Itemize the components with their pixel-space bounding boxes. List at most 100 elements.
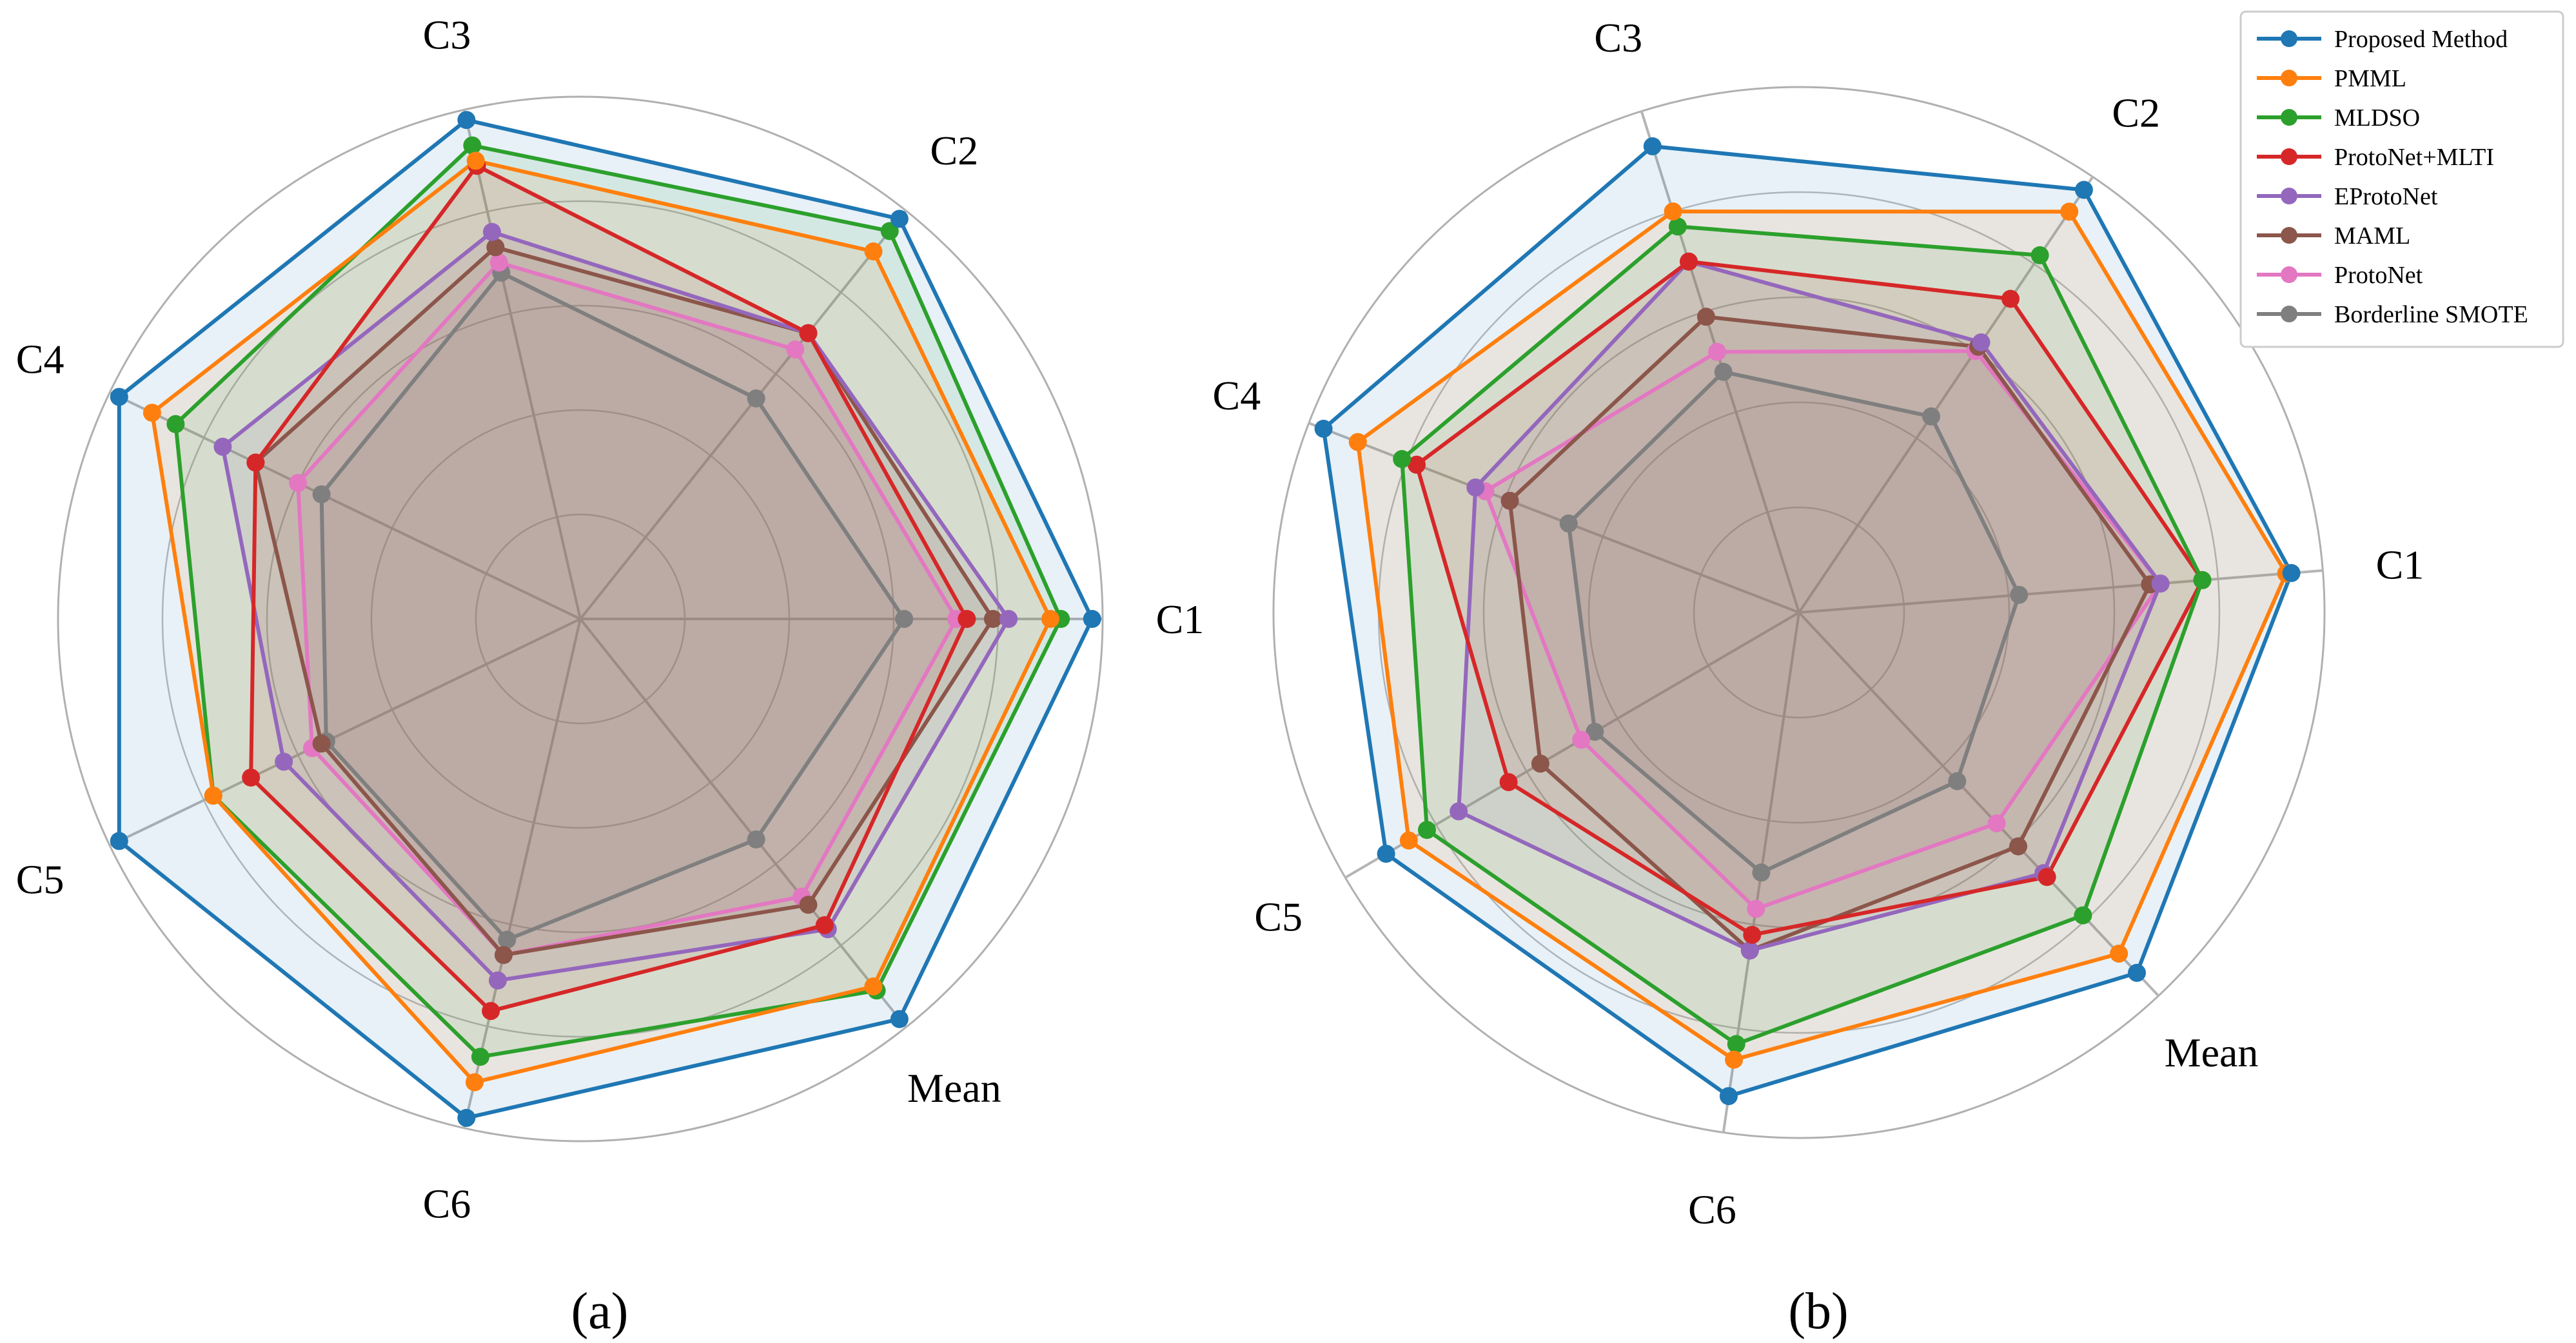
point-protonet-c5 — [1572, 730, 1591, 749]
axis-label-c3: C3 — [423, 12, 471, 57]
legend-marker — [2281, 70, 2297, 86]
point-maml-mean — [2009, 837, 2027, 856]
point-pmml-c3 — [466, 152, 485, 170]
point-borderline-smote-c1 — [2010, 585, 2029, 604]
point-borderline-smote-mean — [747, 830, 765, 848]
point-eprotonet-c4 — [1466, 478, 1485, 497]
point-protonet-mlti-c2 — [2001, 289, 2020, 308]
point-protonet-c2 — [786, 340, 805, 358]
grid-circle — [1693, 506, 1905, 719]
legend-label: MAML — [2334, 222, 2410, 250]
point-proposed-method-mean — [890, 1010, 909, 1028]
panel-label-b: (b) — [1788, 1283, 1848, 1340]
point-eprotonet-c5 — [275, 752, 293, 771]
area-borderline-smote — [1568, 371, 2020, 873]
point-pmml-mean — [864, 977, 883, 995]
legend-label: ProtoNet — [2334, 262, 2423, 289]
point-pmml-mean — [2110, 945, 2129, 963]
point-mldso-c2 — [880, 222, 899, 240]
series-line-proposed-method — [1321, 144, 2294, 1099]
point-pmml-c6 — [1725, 1050, 1744, 1069]
legend-box — [2239, 10, 2564, 348]
series-line-pmml — [150, 159, 1052, 1084]
point-protonet-c4 — [289, 474, 308, 493]
axis-label-mean: Mean — [2165, 1030, 2259, 1075]
point-mldso-c6 — [1727, 1035, 1745, 1054]
point-mldso-c1 — [2193, 571, 2212, 589]
point-maml-c1 — [983, 610, 1002, 628]
grid-circle — [1482, 296, 2116, 929]
legend-item-maml: MAML — [2257, 222, 2410, 250]
point-protonet-mean — [1987, 814, 2006, 832]
spoke-c4 — [109, 391, 581, 620]
axis-label-mean: Mean — [907, 1065, 1001, 1111]
panel-label-a: (a) — [571, 1283, 629, 1340]
axis-label-c6: C6 — [423, 1181, 471, 1227]
series-line-maml — [253, 245, 995, 957]
legend-item-mldso: MLDSO — [2257, 104, 2420, 132]
spoke-c3 — [462, 109, 582, 620]
point-borderline-smote-c3 — [1714, 362, 1733, 381]
legend-marker — [2281, 148, 2297, 165]
point-maml-c4 — [1500, 491, 1519, 510]
axis-label-c6: C6 — [1688, 1186, 1736, 1232]
point-borderline-smote-c2 — [1922, 407, 1940, 426]
point-eprotonet-c5 — [1450, 802, 1468, 821]
point-pmml-c5 — [1399, 831, 1418, 850]
series-line-mldso — [1400, 224, 2205, 1046]
spoke-c6 — [462, 618, 582, 1129]
point-proposed-method-c6 — [1719, 1087, 1738, 1106]
area-eprotonet — [1459, 261, 2161, 951]
point-proposed-method-c2 — [2074, 181, 2093, 199]
point-mldso-c6 — [471, 1048, 489, 1066]
point-protonet-mlti-c1 — [958, 610, 976, 628]
point-mldso-mean — [2074, 906, 2092, 925]
point-borderline-smote-mean — [1948, 772, 1967, 790]
legend-marker — [2281, 266, 2297, 283]
area-borderline-smote — [321, 273, 905, 940]
axis-label-c4: C4 — [16, 336, 64, 382]
point-eprotonet-c2 — [1972, 333, 1991, 351]
area-protonet-mlti — [251, 166, 967, 1012]
point-maml-mean — [799, 896, 818, 914]
axis-label-c2: C2 — [2112, 90, 2160, 136]
legend-label: PMML — [2334, 65, 2406, 92]
series-line-maml — [1508, 315, 2152, 953]
point-mldso-c2 — [2030, 246, 2049, 264]
point-pmml-c5 — [204, 787, 222, 805]
series-line-proposed-method — [117, 118, 1094, 1120]
series-line-borderline-smote — [1566, 369, 2021, 875]
point-protonet-mlti-c6 — [1743, 926, 1762, 944]
point-maml-c5 — [312, 734, 331, 753]
point-protonet-mlti-c4 — [246, 453, 265, 472]
legend-item-pmml: PMML — [2257, 65, 2406, 92]
point-eprotonet-c6 — [1740, 941, 1759, 960]
point-pmml-c2 — [2060, 202, 2079, 221]
spoke-c3 — [1640, 110, 1800, 613]
legend-marker — [2281, 109, 2297, 126]
axis-label-c1: C1 — [1156, 596, 1204, 642]
legend-marker — [2281, 227, 2297, 244]
area-maml — [1509, 317, 2150, 951]
point-proposed-method-c4 — [110, 387, 128, 406]
point-proposed-method-c3 — [1643, 137, 1662, 155]
spoke-c2 — [579, 210, 907, 620]
point-protonet-c6 — [1747, 899, 1765, 918]
point-mldso-c3 — [463, 136, 482, 155]
legend-item-borderline-smote: Borderline SMOTE — [2257, 301, 2528, 328]
point-borderline-smote-c4 — [312, 485, 331, 504]
spoke-c4 — [1308, 422, 1800, 614]
axis-label-c5: C5 — [16, 857, 64, 903]
point-protonet-mlti-c6 — [482, 1002, 500, 1021]
point-protonet-mlti-mean — [815, 916, 834, 934]
point-maml-c6 — [495, 946, 513, 965]
point-maml-c3 — [1696, 308, 1715, 326]
point-maml-c3 — [486, 238, 505, 257]
legend-item-proposed-method: Proposed Method — [2257, 26, 2508, 53]
point-proposed-method-c5 — [1377, 845, 1395, 863]
point-pmml-c2 — [864, 242, 883, 260]
spoke-mean — [1798, 611, 2159, 997]
point-pmml-c4 — [1348, 433, 1367, 451]
legend-label: ProtoNet+MLTI — [2334, 144, 2494, 171]
